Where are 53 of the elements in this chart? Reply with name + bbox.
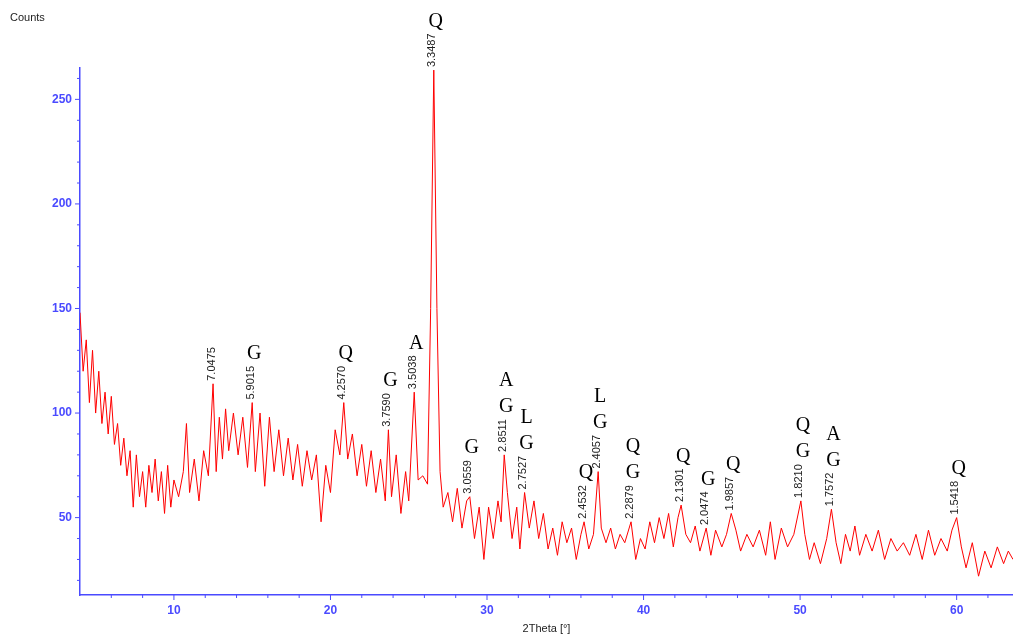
annotation: G [795, 439, 811, 462]
annotation: Q [338, 341, 354, 364]
x-axis-title: 2Theta [°] [522, 621, 571, 634]
x-tick-label: 30 [480, 602, 495, 617]
annotation: 2.7527 [516, 455, 529, 490]
annotation: 1.5418 [948, 480, 961, 515]
annotation: G [519, 431, 534, 454]
annotation: Q [725, 452, 741, 475]
annotation: G [383, 368, 398, 391]
annotation: 2.2879 [622, 485, 635, 519]
y-axis-title: Counts [10, 10, 46, 23]
y-tick-label: 50 [58, 509, 73, 524]
annotation: 3.7590 [379, 393, 392, 427]
annotation: 2.8511 [495, 419, 508, 452]
annotation: G [246, 341, 262, 364]
x-tick-label: 20 [323, 602, 338, 617]
y-tick-label: 100 [51, 405, 73, 420]
y-tick-label: 200 [51, 196, 73, 211]
x-tick-label: 10 [167, 602, 181, 617]
x-tick-label: 60 [949, 602, 964, 617]
annotation: 2.1301 [672, 468, 685, 503]
annotation: 4.2570 [335, 365, 348, 400]
annotation: Q [951, 456, 967, 479]
annotation: 5.9015 [243, 365, 256, 400]
annotation: Q [578, 460, 594, 483]
annotation: A [499, 368, 515, 391]
annotation: G [592, 410, 608, 433]
annotation: A [408, 330, 424, 353]
annotation: A [826, 421, 842, 444]
x-tick-label: 40 [636, 602, 651, 617]
x-tick-label: 50 [793, 602, 808, 617]
annotation: 3.0559 [461, 460, 474, 494]
annotation: G [499, 394, 514, 417]
text: Q [428, 8, 444, 31]
annotation: G [700, 466, 716, 489]
annotation: 7.0475 [204, 347, 217, 381]
annotation: 2.4532 [575, 485, 588, 519]
annotation: G [826, 447, 841, 470]
annotation: 3.5038 [405, 355, 418, 390]
annotation: 1.8210 [792, 464, 805, 498]
annotation: Q [675, 443, 691, 466]
annotation: G [464, 435, 480, 458]
annotation: L [594, 384, 607, 407]
annotation: 3.3487 [425, 33, 438, 68]
annotation: L [520, 405, 533, 428]
annotation: G [625, 460, 641, 483]
annotation: 2.0474 [697, 491, 710, 526]
y-tick-label: 150 [51, 300, 73, 315]
y-tick-label: 250 [51, 91, 73, 106]
annotation: Q [625, 434, 641, 457]
annotation: 1.9857 [722, 476, 735, 511]
annotation: 1.7572 [822, 472, 835, 507]
annotation: Q [795, 413, 811, 436]
